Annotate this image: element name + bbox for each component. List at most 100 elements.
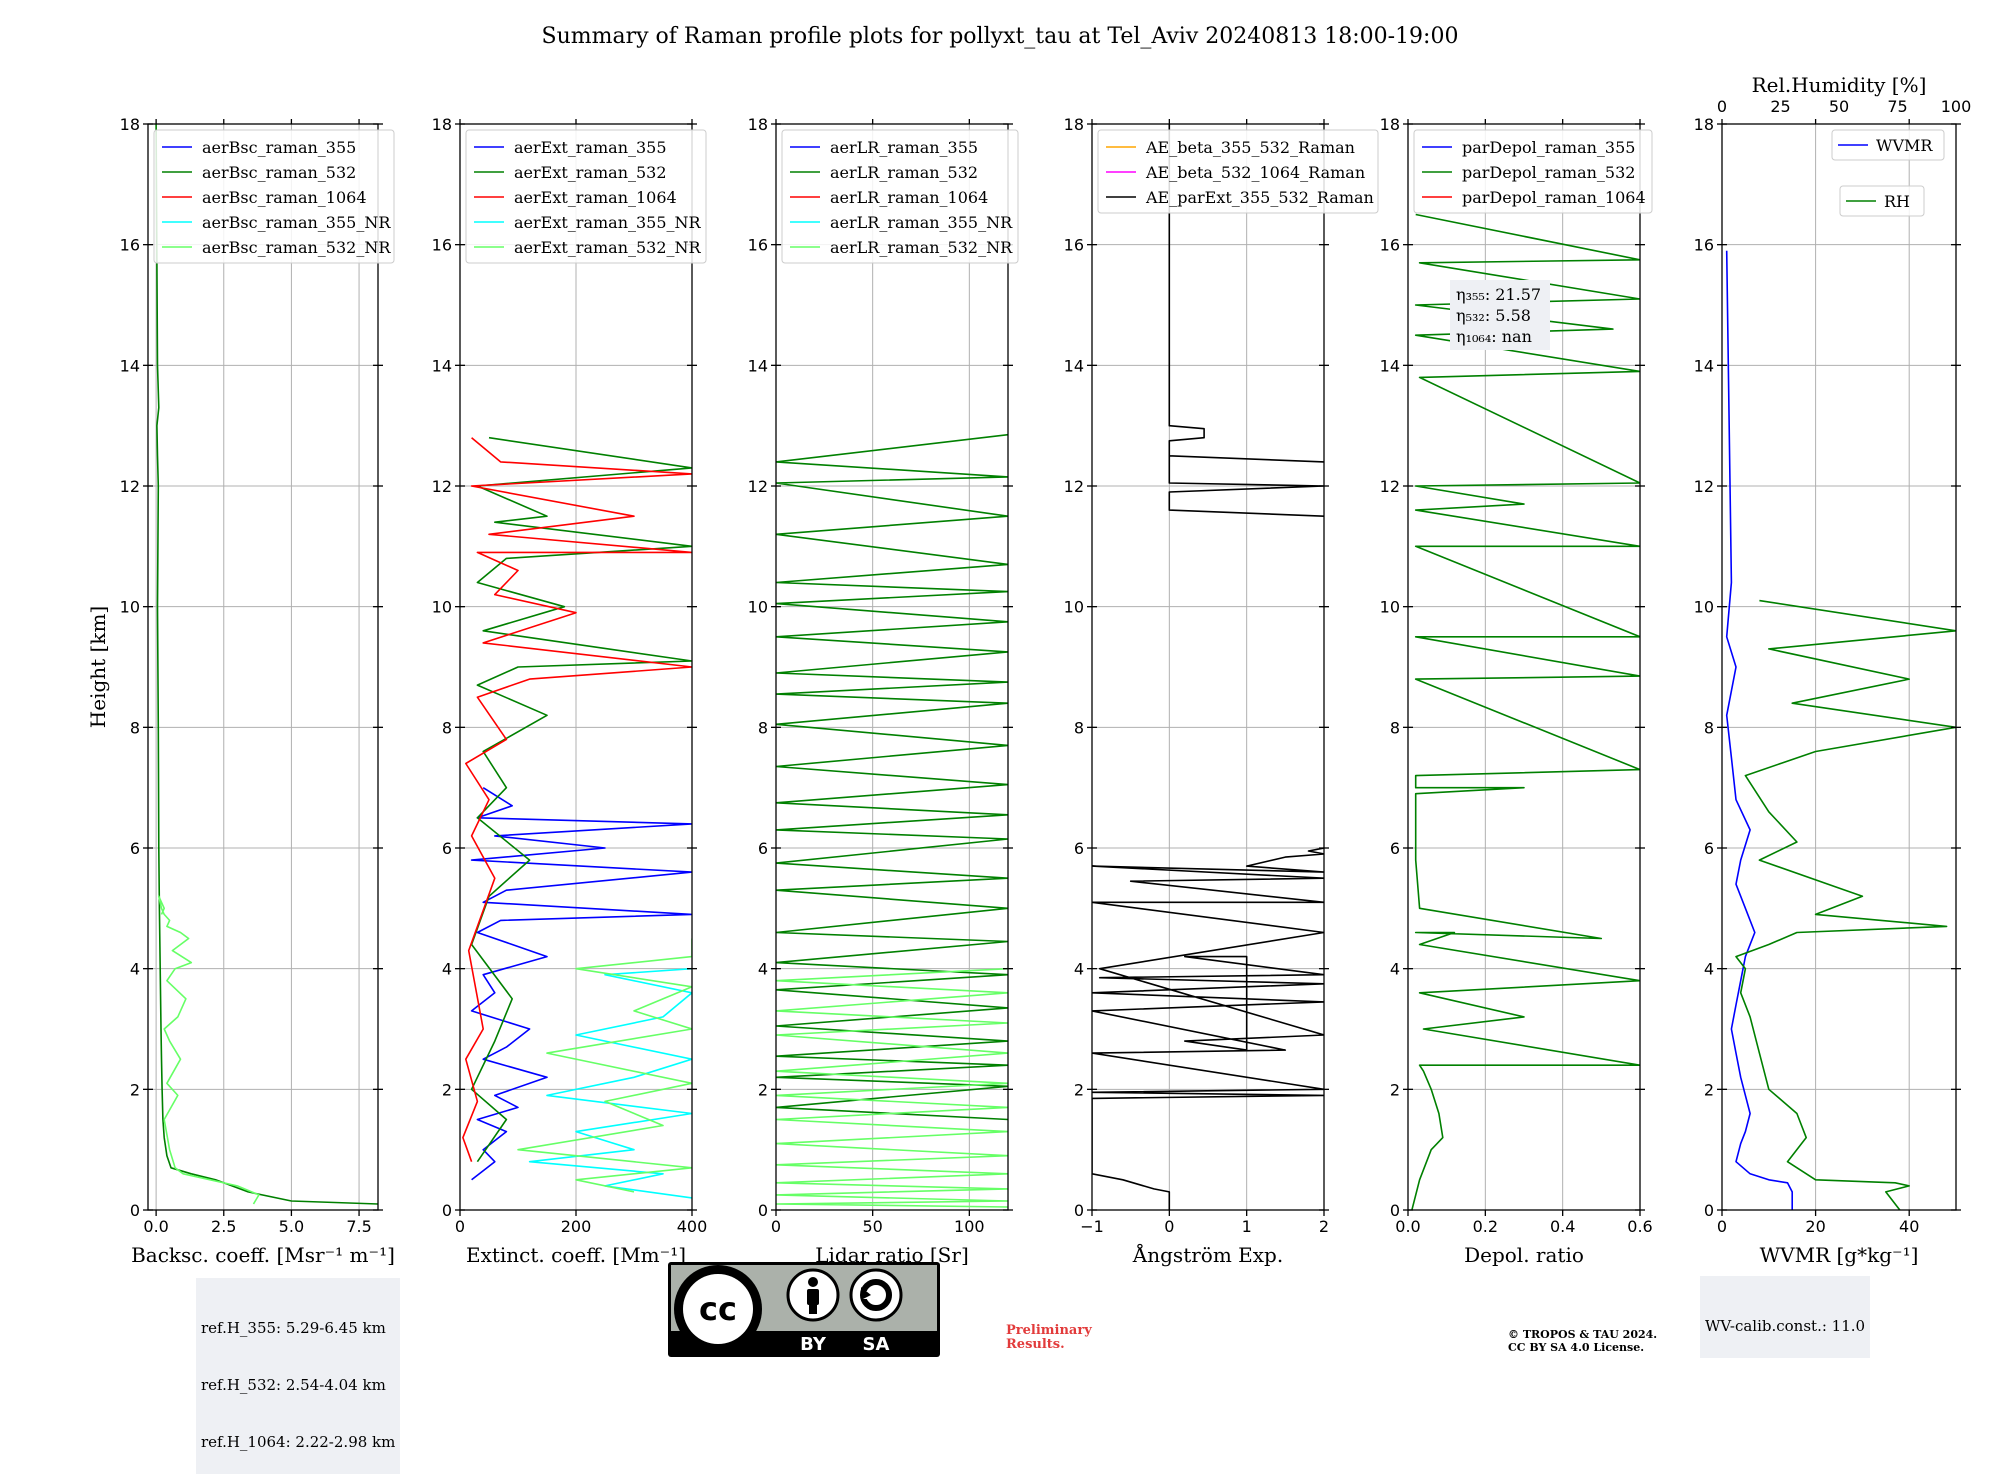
y-tick-label: 6 [442,839,452,858]
preliminary-line-2: Results. [1006,1337,1065,1352]
x-tick-label: 0.6 [1627,1217,1652,1236]
x-tick-label: 100 [954,1217,985,1236]
y-tick-label: 18 [120,115,140,134]
y-tick-label: 14 [1694,356,1714,375]
top-x-tick-label: 50 [1829,97,1849,116]
top-x-tick-label: 25 [1770,97,1790,116]
cc-letters: cc [699,1290,737,1328]
y-tick-label: 16 [1064,236,1084,255]
legend-label: aerExt_raman_532_NR [514,238,702,257]
legend-label: aerBsc_raman_355_NR [202,213,391,232]
legend-label: aerBsc_raman_532 [202,163,356,182]
x-tick-label: 1 [1242,1217,1252,1236]
plot-frame [1721,123,1957,1211]
panel-wv: 0 20 40 0 2 4 6 8 10 12 14 16 18 WVMR [g*kg⁻¹] 0 25 50 75… [1694,73,1972,1267]
panel-ext: 0 200 400 0 2 4 6 8 10 12 14 16 18 Extinct. coeff. [M… [432,115,708,1267]
legend-label: aerBsc_raman_532_NR [202,238,391,257]
top-x-tick-label: 100 [1941,97,1972,116]
y-tick-label: 4 [130,960,140,979]
y-axis-label: Height [km] [86,606,110,728]
legend-label: WVMR [1876,136,1933,155]
legend-label: parDepol_raman_1064 [1462,188,1646,207]
legend-label: aerExt_raman_355 [514,138,667,157]
legend-label: aerExt_raman_355_NR [514,213,702,232]
ref-height-532: ref.H_532: 2.54-4.04 km [201,1376,386,1394]
series-line-aerExt_raman_1064 [462,437,692,1162]
y-tick-label: 18 [1064,115,1084,134]
legend-WVMR: WVMR [1831,129,1945,161]
y-tick-label: 0 [1704,1201,1714,1220]
legend-label: RH [1884,192,1910,211]
figure: Summary of Raman profile plots for polly… [86,24,1971,1267]
plot-frame [1407,123,1641,1211]
y-tick-label: 0 [1390,1201,1400,1220]
ref-height-355: ref.H_355: 5.29-6.45 km [201,1319,386,1337]
x-axis-label: Extinct. coeff. [Mm⁻¹] [466,1243,686,1267]
wv-calibration-text: WV-calib.const.: 11.0 [1705,1317,1866,1335]
y-tick-label: 12 [432,477,452,496]
copyright-line-2: CC BY SA 4.0 License. [1508,1341,1645,1354]
x-axis-label: Ångström Exp. [1132,1242,1283,1267]
y-tick-label: 12 [1380,477,1400,496]
legend: aerBsc_raman_355 aerBsc_raman_532 aerBsc_r… [153,129,395,264]
y-tick-label: 6 [1390,839,1400,858]
series-group [1411,213,1640,1210]
series-line-AE_parExt_355_532_Raman_upper [1168,124,1324,517]
legend-label: aerExt_raman_1064 [514,188,677,207]
series-group [1725,250,1956,1210]
y-tick-label: 18 [432,115,452,134]
badge-by-label: BY [800,1334,827,1355]
y-tick-label: 8 [1390,718,1400,737]
series-line-WVMR [1725,250,1793,1210]
legend-box [1413,129,1653,214]
legend-box [1097,129,1379,214]
wv-calibration-box: WV-calib.const.: 11.0 [1700,1276,1871,1358]
x-tick-label: 0.2 [1473,1217,1498,1236]
y-tick-label: 6 [1074,839,1084,858]
copyright-line-1: © TROPOS & TAU 2024. [1508,1328,1658,1341]
legend-box [153,129,395,264]
legend-label: parDepol_raman_355 [1462,138,1635,157]
y-tick-label: 6 [1704,839,1714,858]
y-tick-label: 8 [1074,718,1084,737]
y-tick-label: 14 [1064,356,1084,375]
x-tick-label: 50 [862,1217,882,1236]
y-tick-label: 16 [1380,236,1400,255]
series-group [462,436,692,1199]
depol-annotation: η₃₅₅: 21.57 η₅₃₂: 5.58 η₁₀₆₄: nan [1450,280,1550,350]
y-tick-label: 4 [1704,960,1714,979]
annotation-line: η₃₅₅: 21.57 [1456,285,1541,304]
reference-height-box: ref.H_355: 5.29-6.45 km ref.H_532: 2.54-… [196,1278,401,1474]
legend-label: AE_parExt_355_532_Raman [1145,188,1374,207]
x-axis-label: WVMR [g*kg⁻¹] [1760,1243,1919,1267]
y-tick-label: 8 [758,718,768,737]
y-tick-label: 4 [1074,960,1084,979]
y-tick-label: 4 [442,960,452,979]
figure-title: Summary of Raman profile plots for polly… [542,24,1459,49]
y-tick-label: 10 [432,598,452,617]
plot-frame [1091,123,1325,1211]
y-tick-label: 12 [1694,477,1714,496]
cc-license-badge: cc BY SA [668,1262,940,1357]
plot-frame [147,123,379,1211]
annotation-line: η₅₃₂: 5.58 [1456,306,1531,325]
x-tick-label: 0.0 [1395,1217,1420,1236]
legend-label: AE_beta_532_1064_Raman [1145,163,1365,182]
annotation-line: η₁₀₆₄: nan [1456,327,1532,346]
x-tick-label: 0.0 [143,1217,168,1236]
y-tick-label: 18 [1380,115,1400,134]
x-tick-label: 0 [1717,1217,1727,1236]
y-tick-label: 8 [442,718,452,737]
y-tick-label: 6 [130,839,140,858]
legend-label: aerLR_raman_355_NR [830,213,1013,232]
preliminary-results-note: Preliminary Results. [1006,1324,1092,1352]
series-line-aerLR_raman_532_NR [776,967,1008,1208]
top-x-tick-label: 75 [1887,97,1907,116]
legend: parDepol_raman_355 parDepol_raman_532 parD… [1413,129,1653,214]
series-line-aerExt_raman_532_NR [517,938,692,1193]
y-tick-label: 2 [1704,1080,1714,1099]
y-tick-label: 14 [432,356,452,375]
x-tick-label: 400 [677,1217,708,1236]
